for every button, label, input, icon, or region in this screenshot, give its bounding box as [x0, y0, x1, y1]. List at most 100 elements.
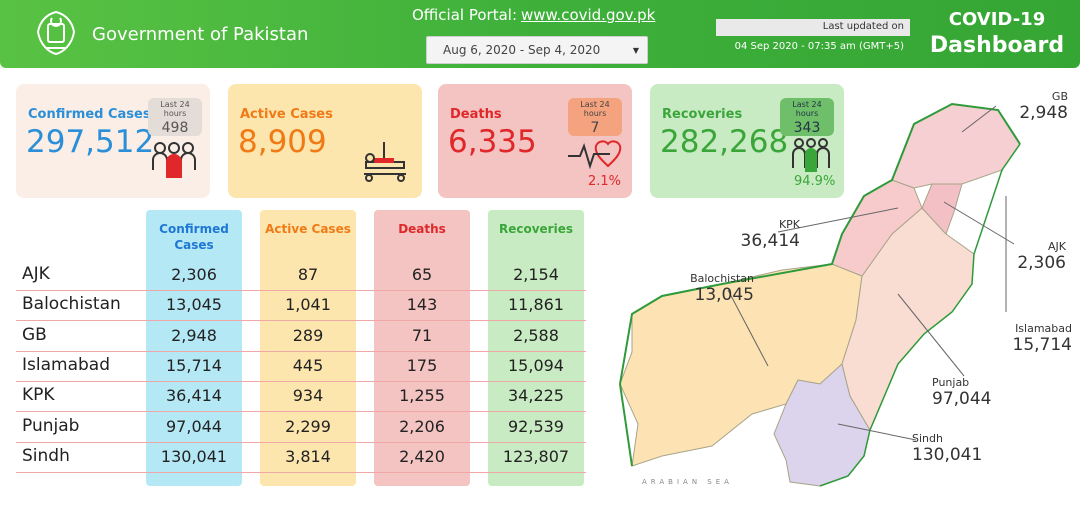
- portal-prefix: Official Portal:: [412, 6, 517, 24]
- cell-active: 2,299: [285, 417, 331, 436]
- portal-link[interactable]: www.covid.gov.pk: [521, 6, 656, 24]
- row-region-name: Sindh: [22, 446, 70, 466]
- recovery-rate-percent: 94.9%: [794, 174, 836, 189]
- cell-deaths: 143: [406, 295, 438, 314]
- cell-recoveries: 2,154: [513, 265, 559, 284]
- heartbeat-icon: [568, 140, 622, 170]
- active-cases-card: Active Cases 8,909: [228, 84, 422, 198]
- cell-confirmed: 130,041: [160, 447, 228, 466]
- date-range-value: Aug 6, 2020 - Sep 4, 2020: [443, 43, 601, 57]
- card-label: Deaths: [450, 107, 502, 122]
- card-value: 297,512: [26, 124, 155, 160]
- last-updated-value: 04 Sep 2020 - 07:35 am (GMT+5): [734, 41, 904, 52]
- cell-deaths: 71: [411, 326, 433, 345]
- government-emblem-icon: [36, 10, 76, 56]
- cell-active: 1,041: [285, 295, 331, 314]
- dashboard-title-line2: Dashboard: [929, 33, 1065, 58]
- map-label-kpk: KPK 36,414: [740, 218, 800, 251]
- dashboard-title-line1: COVID-19: [948, 9, 1046, 30]
- row-divider: [16, 320, 586, 321]
- card-value: 282,268: [660, 124, 789, 160]
- confirmed-column-bg: [146, 210, 242, 486]
- cell-deaths: 2,420: [399, 447, 445, 466]
- last-24-hours-box: Last 24 hours 7: [568, 98, 622, 136]
- column-header-active[interactable]: Active Cases: [265, 222, 351, 236]
- cell-confirmed: 36,414: [166, 386, 222, 405]
- column-header-recoveries[interactable]: Recoveries: [498, 222, 573, 236]
- last-24-label: Last 24 hours: [580, 100, 610, 118]
- row-region-name: Islamabad: [22, 355, 110, 375]
- card-value: 8,909: [238, 124, 327, 160]
- row-region-name: Punjab: [22, 416, 80, 436]
- active-column-bg: [260, 210, 356, 486]
- government-title: Government of Pakistan: [92, 24, 309, 45]
- map-label-islamabad: Islamabad 15,714: [1012, 322, 1072, 355]
- chevron-down-icon: ▼: [632, 46, 639, 55]
- column-header-confirmed[interactable]: Confirmed Cases: [159, 222, 229, 252]
- last-24-hours-box: Last 24 hours 498: [148, 98, 202, 136]
- hospital-bed-icon: [364, 142, 406, 182]
- cell-recoveries: 15,094: [508, 356, 564, 375]
- map-label-gb: GB 2,948: [1019, 90, 1068, 123]
- cell-confirmed: 97,044: [166, 417, 222, 436]
- last-24-label: Last 24 hours: [792, 100, 822, 118]
- row-divider: [16, 411, 586, 412]
- last-24-hours-box: Last 24 hours 343: [780, 98, 834, 136]
- cell-confirmed: 15,714: [166, 356, 222, 375]
- recovered-people-icon: [792, 138, 830, 172]
- card-label: Recoveries: [662, 107, 743, 122]
- row-divider: [16, 381, 586, 382]
- cell-active: 3,814: [285, 447, 331, 466]
- cell-active: 289: [292, 326, 324, 345]
- row-region-name: AJK: [22, 264, 50, 284]
- death-rate-percent: 2.1%: [588, 174, 622, 189]
- official-portal: Official Portal: www.covid.gov.pk: [412, 6, 655, 24]
- map-label-punjab: Punjab 97,044: [932, 376, 992, 409]
- row-divider: [16, 351, 586, 352]
- cell-deaths: 2,206: [399, 417, 445, 436]
- last-24-value: 343: [793, 120, 821, 136]
- deaths-card: Deaths 6,335 Last 24 hours 7 2.1%: [438, 84, 632, 198]
- cell-deaths: 175: [406, 356, 438, 375]
- last-24-label: Last 24 hours: [160, 100, 190, 118]
- column-header-deaths[interactable]: Deaths: [398, 222, 446, 236]
- cell-recoveries: 92,539: [508, 417, 564, 436]
- card-label: Confirmed Cases: [28, 107, 151, 122]
- date-range-select[interactable]: Aug 6, 2020 - Sep 4, 2020 ▼: [426, 36, 648, 64]
- row-divider: [16, 290, 586, 291]
- recoveries-card: Recoveries 282,268 Last 24 hours 343 94.…: [650, 84, 844, 198]
- recoveries-column-bg: [488, 210, 584, 486]
- cell-confirmed: 2,306: [171, 265, 217, 284]
- last-24-value: 7: [590, 120, 600, 136]
- confirmed-cases-card: Confirmed Cases 297,512 Last 24 hours 49…: [16, 84, 210, 198]
- people-group-icon: [152, 142, 196, 178]
- row-region-name: Balochistan: [22, 294, 121, 314]
- deaths-column-bg: [374, 210, 470, 486]
- card-label: Active Cases: [240, 107, 333, 122]
- cell-active: 87: [297, 265, 319, 284]
- row-region-name: KPK: [22, 385, 55, 405]
- cell-active: 934: [292, 386, 324, 405]
- header-bar: Government of Pakistan Official Portal: w…: [0, 0, 1080, 68]
- cell-recoveries: 11,861: [508, 295, 564, 314]
- last-24-value: 498: [161, 120, 189, 136]
- cell-confirmed: 13,045: [166, 295, 222, 314]
- map-label-ajk: AJK 2,306: [1017, 240, 1066, 273]
- cell-confirmed: 2,948: [171, 326, 217, 345]
- cell-recoveries: 123,807: [502, 447, 570, 466]
- map-label-balochistan: Balochistan 13,045: [690, 272, 754, 305]
- row-region-name: GB: [22, 325, 47, 345]
- row-divider: [16, 442, 586, 443]
- row-divider: [16, 472, 586, 473]
- cell-deaths: 65: [411, 265, 433, 284]
- cell-active: 445: [292, 356, 324, 375]
- sea-label: ARABIAN SEA: [642, 478, 733, 486]
- card-value: 6,335: [448, 124, 537, 160]
- last-updated-label: Last updated on: [716, 19, 910, 36]
- cell-deaths: 1,255: [399, 386, 445, 405]
- cell-recoveries: 34,225: [508, 386, 564, 405]
- map-label-sindh: Sindh 130,041: [912, 432, 983, 465]
- cell-recoveries: 2,588: [513, 326, 559, 345]
- pakistan-map: ARABIAN SEA: [618, 102, 1021, 487]
- dashboard-title: COVID-19 Dashboard: [918, 6, 1076, 58]
